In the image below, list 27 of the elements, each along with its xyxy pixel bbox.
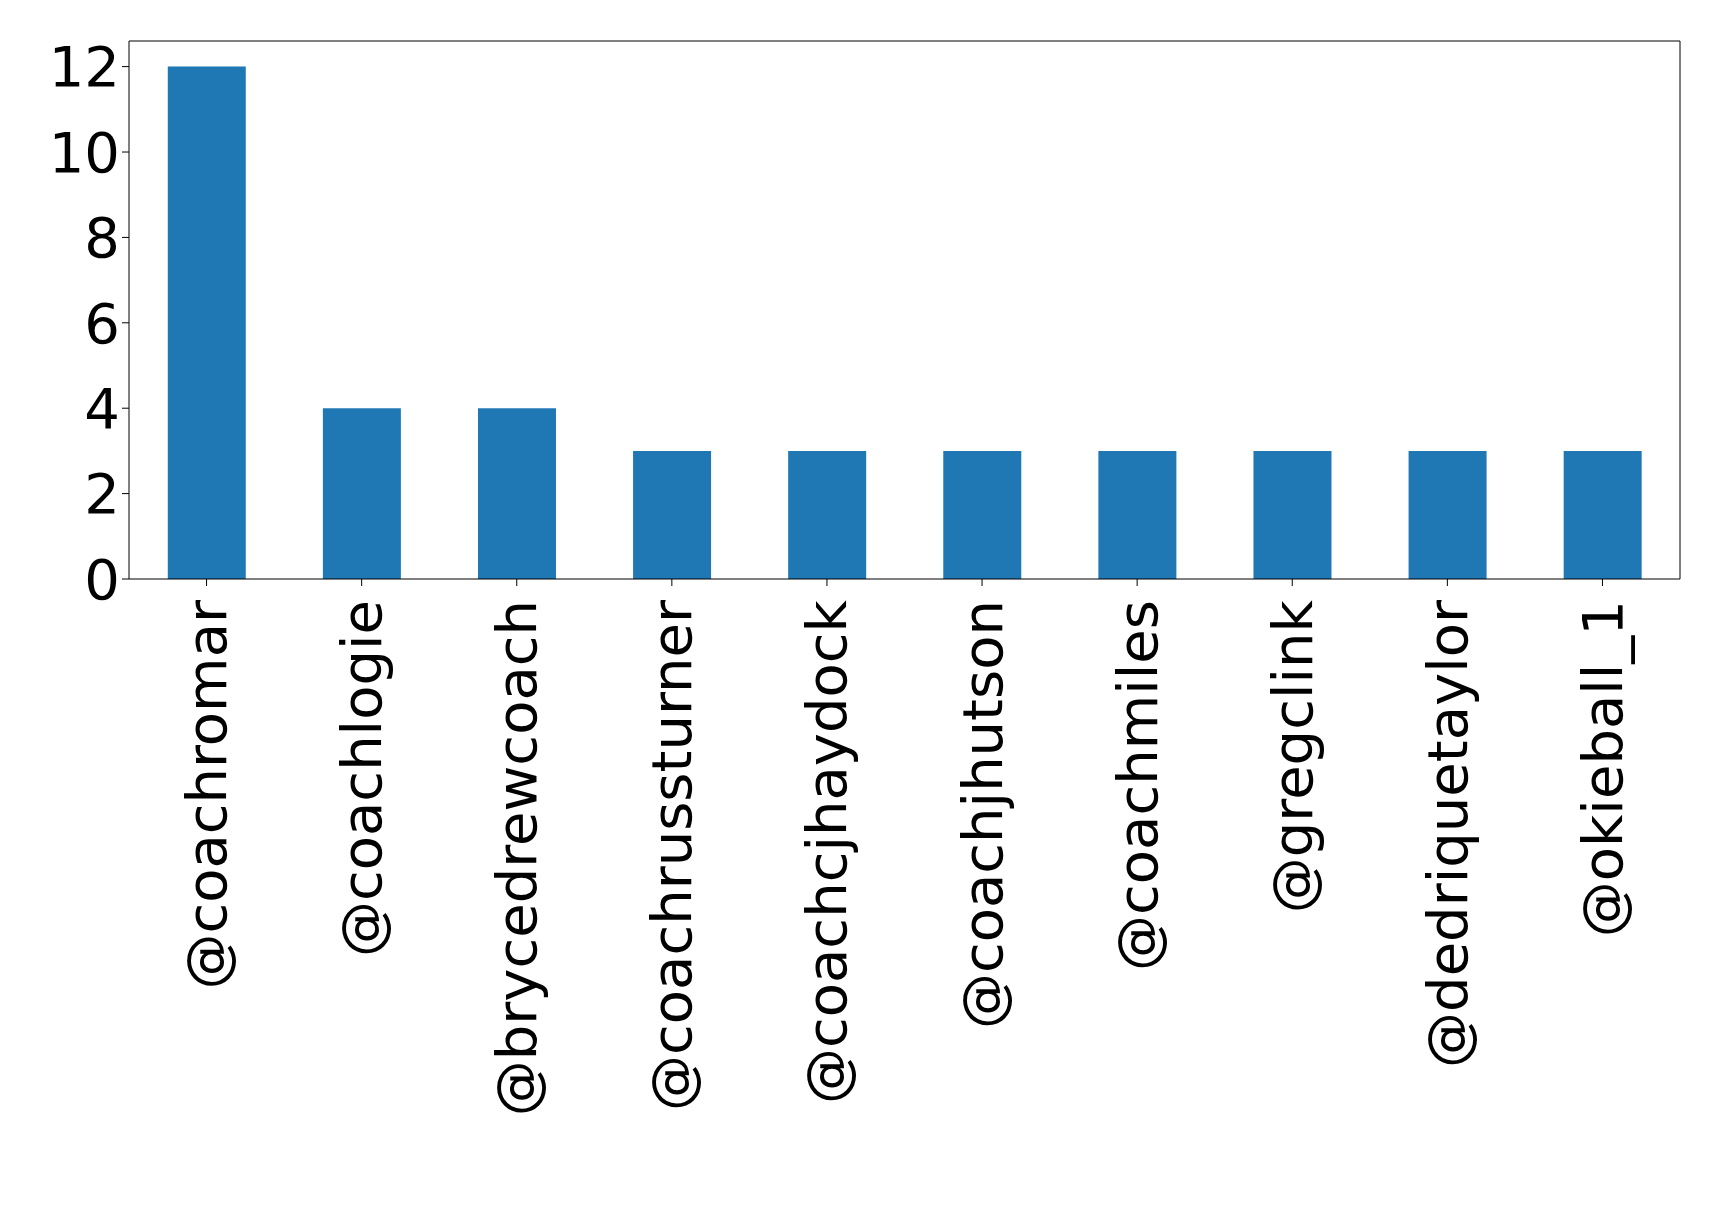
bar bbox=[633, 450, 712, 579]
x-tick-label: @okieball_1 bbox=[1569, 600, 1635, 938]
x-tick-label: @coachlogie bbox=[329, 600, 395, 958]
x-tick-label: @gregclink bbox=[1259, 599, 1325, 914]
bar bbox=[1563, 450, 1642, 579]
bar bbox=[1098, 450, 1177, 579]
y-tick-label: 2 bbox=[84, 461, 120, 527]
x-tick-label: @brycedrewcoach bbox=[484, 600, 550, 1117]
y-tick-label: 6 bbox=[84, 290, 120, 356]
x-tick-label: @coachjhutson bbox=[949, 600, 1015, 1030]
bar bbox=[1253, 450, 1332, 579]
y-tick-label: 0 bbox=[84, 546, 120, 612]
y-tick-label: 8 bbox=[84, 205, 120, 271]
x-tick-label: @coachromar bbox=[174, 599, 240, 990]
x-tick-label: @coachcjhaydock bbox=[794, 599, 860, 1104]
x-tick-label: @dedriquetaylor bbox=[1414, 599, 1480, 1068]
bar bbox=[167, 66, 246, 579]
bar bbox=[943, 450, 1022, 579]
x-tick-label: @coachrussturner bbox=[639, 599, 705, 1111]
y-tick-label: 10 bbox=[48, 119, 120, 185]
bar bbox=[788, 450, 867, 579]
y-tick-label: 4 bbox=[84, 376, 120, 442]
y-tick-label: 12 bbox=[48, 34, 120, 100]
bar bbox=[477, 408, 556, 579]
bar bbox=[1408, 450, 1487, 579]
bar bbox=[322, 408, 401, 579]
x-tick-label: @coachmiles bbox=[1104, 600, 1170, 971]
